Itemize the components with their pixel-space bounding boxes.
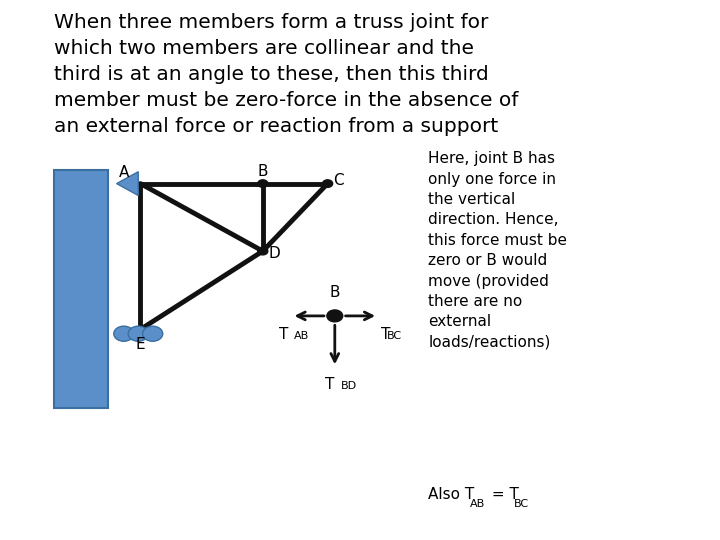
Text: T: T [325, 377, 334, 392]
Text: A: A [120, 165, 130, 180]
Circle shape [128, 326, 148, 341]
Circle shape [323, 180, 333, 187]
Text: D: D [269, 246, 280, 261]
Text: AB: AB [294, 331, 309, 341]
Bar [54, 170, 108, 408]
Polygon shape [117, 172, 138, 195]
Circle shape [258, 247, 268, 255]
Circle shape [327, 310, 343, 322]
Text: C: C [333, 173, 343, 188]
Text: T: T [279, 327, 289, 342]
Text: E: E [135, 337, 145, 352]
Text: Also T: Also T [428, 487, 474, 502]
Text: Here, joint B has
only one force in
the vertical
direction. Hence,
this force mu: Here, joint B has only one force in the … [428, 151, 567, 350]
Text: BC: BC [514, 499, 529, 509]
Text: B: B [330, 285, 340, 300]
Text: When three members form a truss joint for
which two members are collinear and th: When three members form a truss joint fo… [54, 14, 518, 136]
Circle shape [258, 180, 268, 187]
Text: BC: BC [387, 331, 402, 341]
Circle shape [114, 326, 134, 341]
Text: T: T [381, 327, 390, 342]
Circle shape [143, 326, 163, 341]
Text: = T: = T [487, 487, 519, 502]
Text: BD: BD [341, 381, 356, 391]
Text: AB: AB [470, 499, 485, 509]
Text: B: B [258, 164, 268, 179]
